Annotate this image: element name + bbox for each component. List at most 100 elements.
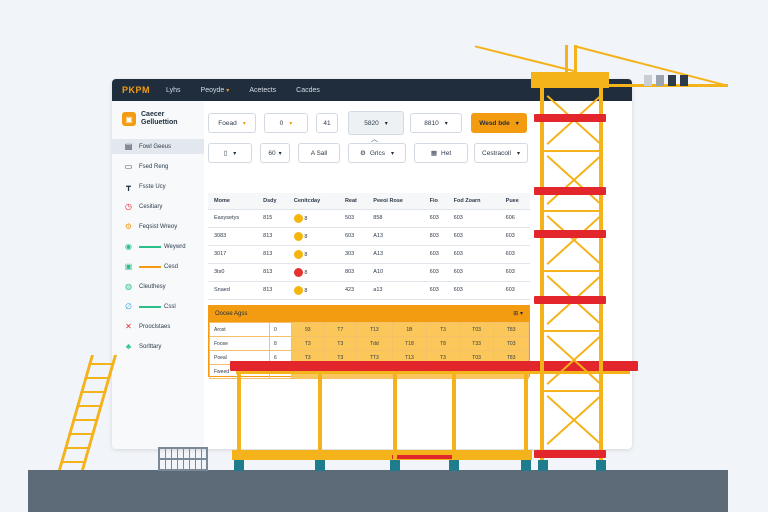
column-header[interactable]: Puee <box>499 193 530 210</box>
sidebar-item-feqsist-wreoy[interactable]: ⚙ Feqsist Wreoy <box>124 222 178 231</box>
scaffold-foot <box>449 460 459 471</box>
crane-counter-jib <box>474 45 575 72</box>
crane-tower <box>540 86 603 460</box>
view-toggle[interactable]: ▦ Het <box>414 143 468 163</box>
schedule-cell[interactable]: T03 <box>493 336 529 351</box>
filter-select-4[interactable]: 5820 ▾ <box>348 111 404 135</box>
sidebar: ▣ Caecer Gelluettion ▤ Fowl Geeus ▭ Fsed… <box>112 101 204 449</box>
brand-logo: PKPM <box>122 85 151 95</box>
table-row[interactable]: 3ts0 813 8 803 A10 603 603 603 <box>208 263 530 282</box>
table-cell: Easysetys <box>208 209 258 228</box>
column-header[interactable]: Peeoi Rose <box>367 193 424 210</box>
schedule-cell[interactable]: 1B <box>391 322 428 337</box>
table-cell: 803 <box>423 227 448 246</box>
filter-select-9[interactable]: Cestracoll ▾ <box>474 143 528 163</box>
filter-select-8[interactable]: ⚙ Grlcs ▾ <box>348 143 406 163</box>
schedule-cell[interactable]: T3 <box>426 322 460 337</box>
table-cell: 813 <box>257 263 288 282</box>
primary-action-button[interactable]: Wesd bde ▾ <box>471 113 527 133</box>
table-header: Mome Dsdy Cenitcday Reat Peeoi Rose Fio … <box>208 193 530 210</box>
table-cell: 3017 <box>208 245 258 264</box>
schedule-cell[interactable]: T8 <box>426 336 460 351</box>
table-cell: Snaed <box>208 281 258 300</box>
table-cell: 503 <box>338 209 368 228</box>
chevron-down-icon: ▾ <box>444 120 448 127</box>
column-header[interactable]: Reat <box>338 193 368 210</box>
crane-counterweight <box>644 75 652 86</box>
table-cell: 603 <box>499 245 530 264</box>
filter-select-1[interactable]: Foead ▾ <box>208 113 256 133</box>
schedule-cell[interactable]: T83 <box>493 322 529 337</box>
calendar-icon: ▯ <box>223 150 228 157</box>
schedule-cell[interactable]: T18 <box>391 336 428 351</box>
sidebar-item-cesitiary[interactable]: ◷ Cesitiary <box>125 202 163 211</box>
status-dot <box>293 213 303 223</box>
column-header[interactable]: Mome <box>208 193 258 210</box>
nav-item-lyhs[interactable]: Lyhs <box>166 86 181 94</box>
table-cell: 858 <box>367 209 424 228</box>
coin-icon: ◍ <box>125 282 132 291</box>
table-cell: 803 <box>338 263 368 282</box>
chevron-up-icon[interactable]: ︿ <box>371 136 378 143</box>
schedule-row[interactable]: Arost 0 93 T7 T13 1B T3 T03 T83 <box>209 322 529 337</box>
nav-item-peoyde[interactable]: Peoyde ▾ <box>200 86 230 94</box>
nav-item-acetects[interactable]: Acetects <box>249 86 277 94</box>
schedule-cell[interactable]: T3 <box>323 336 358 351</box>
schedule-cell[interactable]: 93 <box>291 322 325 337</box>
schedule-cell[interactable]: Tdd <box>356 336 393 351</box>
table-row[interactable]: 3083 813 8 603 A13 803 603 603 <box>208 227 530 246</box>
table-row[interactable]: Easysetys 815 8 503 858 603 603 606 <box>208 209 530 228</box>
table-cell: 813 <box>257 245 288 264</box>
sidebar-item-prooclstaes[interactable]: ✕ Prooclstaes <box>125 322 171 331</box>
schedule-row[interactable]: Foose 8 T3 T3 Tdd T18 T8 T33 T03 <box>209 336 529 351</box>
sidebar-item-fsed-reng[interactable]: ▭ Fsed Reng <box>124 162 169 171</box>
column-header[interactable]: Fio <box>423 193 448 210</box>
filter-select-5[interactable]: 8810 ▾ <box>410 113 462 133</box>
chevron-down-icon: ▾ <box>242 120 246 127</box>
row-value: 0 <box>269 322 292 337</box>
chevron-down-icon[interactable]: ▾ <box>519 311 523 317</box>
users-icon: ♣ <box>125 342 132 351</box>
table-cell: 603 <box>423 263 448 282</box>
project-logo-icon: ▣ <box>122 112 136 126</box>
schedule-cell[interactable]: T33 <box>458 336 495 351</box>
schedule-cell[interactable]: T3 <box>291 336 325 351</box>
schedule-cell[interactable]: T03 <box>458 322 495 337</box>
document-icon: ▭ <box>124 162 133 171</box>
sidebar-item-fsste-ucy[interactable]: ┳ Fsste Ucy <box>112 179 204 194</box>
sidebar-item-cssl[interactable]: ∅ Cssl <box>125 302 176 311</box>
settings-icon: ⚙ <box>359 150 366 157</box>
ground <box>28 470 728 512</box>
search-field[interactable]: A Sall <box>298 143 340 163</box>
sidebar-item-cesd[interactable]: ▣ Cesd <box>124 262 179 271</box>
filter-select-6[interactable]: ▯ ▾ <box>208 143 252 163</box>
sidebar-item-sorlttary[interactable]: ♣ Sorlttary <box>125 342 162 351</box>
column-header[interactable]: Fod Zoarn <box>447 193 500 210</box>
crane-jib <box>604 84 728 87</box>
expand-icon[interactable]: ⊞ <box>513 311 519 317</box>
chevron-down-icon: ▾ <box>516 150 520 157</box>
sidebar-item-weywrd[interactable]: ◉ Weywrd <box>125 242 186 251</box>
chevron-down-icon: ▾ <box>384 120 388 127</box>
filter-select-2[interactable]: 0 ▾ <box>264 113 308 133</box>
chevron-down-icon: ▾ <box>226 87 230 94</box>
table-cell: 3083 <box>208 227 258 246</box>
tower-band <box>534 296 606 304</box>
column-header[interactable]: Dsdy <box>257 193 288 210</box>
nav-item-cacdes[interactable]: Cacdes <box>296 86 320 94</box>
table-cell: 603 <box>447 263 500 282</box>
progress-bar <box>139 265 161 268</box>
grid-icon: ▦ <box>430 150 438 157</box>
filter-select-7[interactable]: 60 ▾ <box>260 143 290 163</box>
scaffold-foot <box>390 460 400 471</box>
table-cell: 8 <box>287 227 339 246</box>
filter-field-3[interactable]: 41 <box>316 113 338 133</box>
sidebar-item-cleuthesy[interactable]: ◍ Cleuthesy <box>125 282 166 291</box>
schedule-cell[interactable]: T7 <box>323 322 358 337</box>
sidebar-item-fowl-geeus[interactable]: ▤ Fowl Geeus <box>112 139 204 154</box>
table-row[interactable]: 3017 813 8 303 A13 603 603 603 <box>208 245 530 264</box>
schedule-cell[interactable]: T13 <box>356 322 393 337</box>
column-header[interactable]: Cenitcday <box>287 193 339 210</box>
crane-mast <box>565 45 577 73</box>
table-row[interactable]: Snaed 813 8 423 a13 603 603 603 <box>208 281 530 300</box>
